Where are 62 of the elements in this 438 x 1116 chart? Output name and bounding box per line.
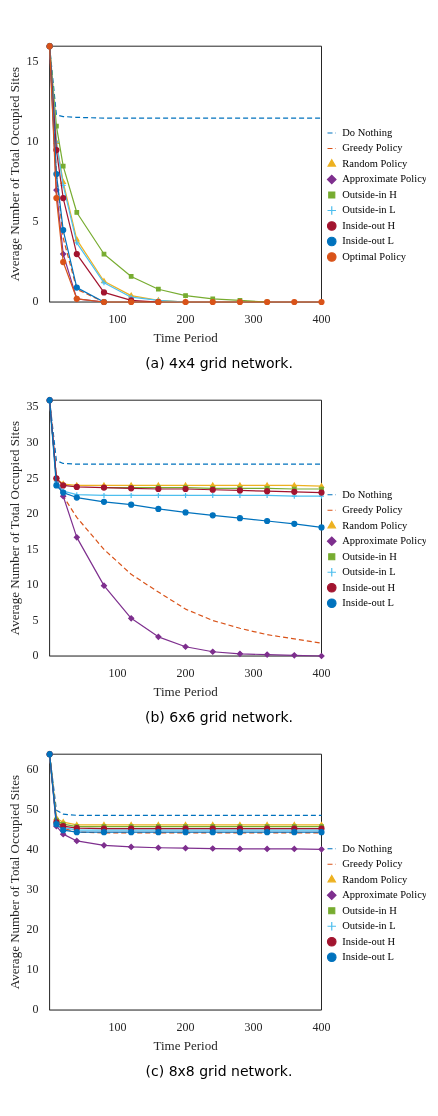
x-tick-label: 100 [108,1020,127,1035]
x-tick-label: 400 [312,312,331,327]
y-tick-label: 5 [32,612,39,627]
y-tick-label: 0 [32,294,39,309]
y-tick-label: 30 [26,882,39,897]
legend-label: Outside-in L [342,920,396,931]
x-tick-label: 400 [312,666,331,681]
legend-label: Random Policy [342,873,409,885]
y-tick-label: 10 [26,962,39,977]
legend-label: Outside-in H [342,188,398,200]
y-tick-label: 20 [26,922,39,937]
legend-label: Inside-out L [342,951,394,962]
legend-label: Inside-out H [342,935,396,947]
y-axis-title: Average Number of Total Occupied Sites [7,421,23,636]
legend-label: Inside-out H [342,581,396,593]
y-tick-label: 30 [26,434,39,449]
legend-label: Inside-out H [342,219,396,231]
y-axis-title: Average Number of Total Occupied Sites [7,67,23,282]
x-tick-label: 300 [244,312,263,327]
x-tick-label: 300 [244,1020,263,1035]
y-axis-title: Average Number of Total Occupied Sites [7,775,23,990]
x-tick-label: 200 [176,312,195,327]
y-tick-label: 10 [26,134,39,149]
x-axis-title: Time Period [153,1037,219,1053]
y-tick-label: 35 [26,399,39,414]
x-axis-title: Time Period [153,683,219,699]
x-axis-title: Time Period [153,329,219,345]
y-tick-label: 60 [26,762,39,777]
legend-label: Outside-in L [342,566,396,577]
y-tick-label: 5 [32,214,39,229]
legend-label: Do Nothing [342,126,393,138]
legend-label: Outside-in L [342,204,396,216]
x-tick-label: 100 [108,312,127,327]
y-tick-label: 0 [32,1002,39,1017]
text: (b) 6x6 grid network. [144,708,294,727]
y-tick-label: 40 [26,842,39,857]
legend-label: Greedy Policy [342,858,404,869]
legend-label: Do Nothing [342,488,393,500]
y-tick-label: 20 [26,506,39,521]
y-tick-label: 0 [32,648,39,663]
legend-label: Outside-in H [342,904,398,916]
x-tick-label: 400 [312,1020,331,1035]
legend-label: Greedy Policy [342,504,404,515]
legend-label: Inside-out L [342,597,394,608]
x-tick-label: 200 [176,666,195,681]
y-tick-label: 10 [26,577,39,592]
legend-label: Random Policy [342,519,409,531]
legend-label: Do Nothing [342,842,393,854]
legend-label: Outside-in H [342,550,398,562]
y-tick-label: 15 [26,54,39,69]
y-tick-label: 50 [26,802,39,817]
x-tick-label: 200 [176,1020,195,1035]
legend-label: Random Policy [342,157,409,169]
x-tick-label: 300 [244,666,263,681]
y-tick-label: 25 [26,470,39,485]
legend-label: Optimal Policy [342,250,407,262]
y-tick-label: 15 [26,541,39,556]
legend-label: Inside-out L [342,235,394,247]
x-tick-label: 100 [108,666,127,681]
text: (c) 8x8 grid network. [144,1062,294,1081]
legend-label: Greedy Policy [342,142,404,154]
text: (a) 4x4 grid network. [144,354,294,373]
